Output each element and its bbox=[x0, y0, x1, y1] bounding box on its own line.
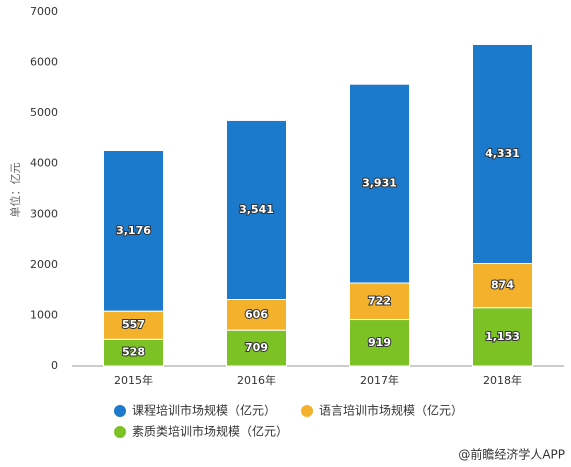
bar-segment bbox=[349, 83, 410, 284]
value-label: 3,541 bbox=[239, 203, 274, 216]
bar-segment bbox=[103, 150, 164, 312]
bar-segment bbox=[472, 307, 533, 367]
bar-segment bbox=[226, 119, 287, 300]
y-tick-label: 3000 bbox=[30, 207, 58, 220]
legend-label: 课程培训市场规模（亿元） bbox=[132, 403, 276, 418]
value-label: 722 bbox=[368, 294, 391, 307]
legend-marker bbox=[114, 426, 126, 438]
value-label: 709 bbox=[245, 341, 268, 354]
x-tick-label: 2016年 bbox=[237, 373, 276, 387]
value-label: 4,331 bbox=[485, 147, 520, 160]
value-label: 557 bbox=[122, 318, 145, 331]
y-tick-label: 5000 bbox=[30, 106, 58, 119]
y-tick-label: 4000 bbox=[30, 157, 58, 170]
value-label: 919 bbox=[368, 336, 391, 349]
x-tick-label: 2015年 bbox=[114, 373, 153, 387]
value-label: 874 bbox=[491, 279, 514, 292]
y-tick-label: 6000 bbox=[30, 56, 58, 69]
value-label: 3,931 bbox=[362, 177, 397, 190]
bar-segment bbox=[103, 310, 164, 340]
value-label: 606 bbox=[245, 308, 268, 321]
bar-segment bbox=[349, 282, 410, 321]
y-tick-label: 0 bbox=[51, 359, 58, 372]
y-axis-label: 单位：亿元 bbox=[8, 163, 22, 218]
bar-segment bbox=[472, 43, 533, 264]
legend-label: 素质类培训市场规模（亿元） bbox=[132, 424, 288, 439]
value-label: 528 bbox=[122, 346, 145, 359]
value-label: 1,153 bbox=[485, 330, 520, 343]
value-label: 3,176 bbox=[116, 224, 151, 237]
legend-label: 语言培训市场规模（亿元） bbox=[319, 403, 463, 418]
source: @前瞻经济学人APP bbox=[458, 447, 565, 462]
y-tick-label: 2000 bbox=[30, 258, 58, 271]
legend-marker bbox=[114, 405, 126, 417]
y-tick-label: 7000 bbox=[30, 5, 58, 18]
bar-segment bbox=[226, 329, 287, 367]
y-tick-label: 1000 bbox=[30, 308, 58, 321]
x-tick-label: 2018年 bbox=[483, 373, 522, 387]
x-tick-label: 2017年 bbox=[360, 373, 399, 387]
legend-marker bbox=[301, 405, 313, 417]
